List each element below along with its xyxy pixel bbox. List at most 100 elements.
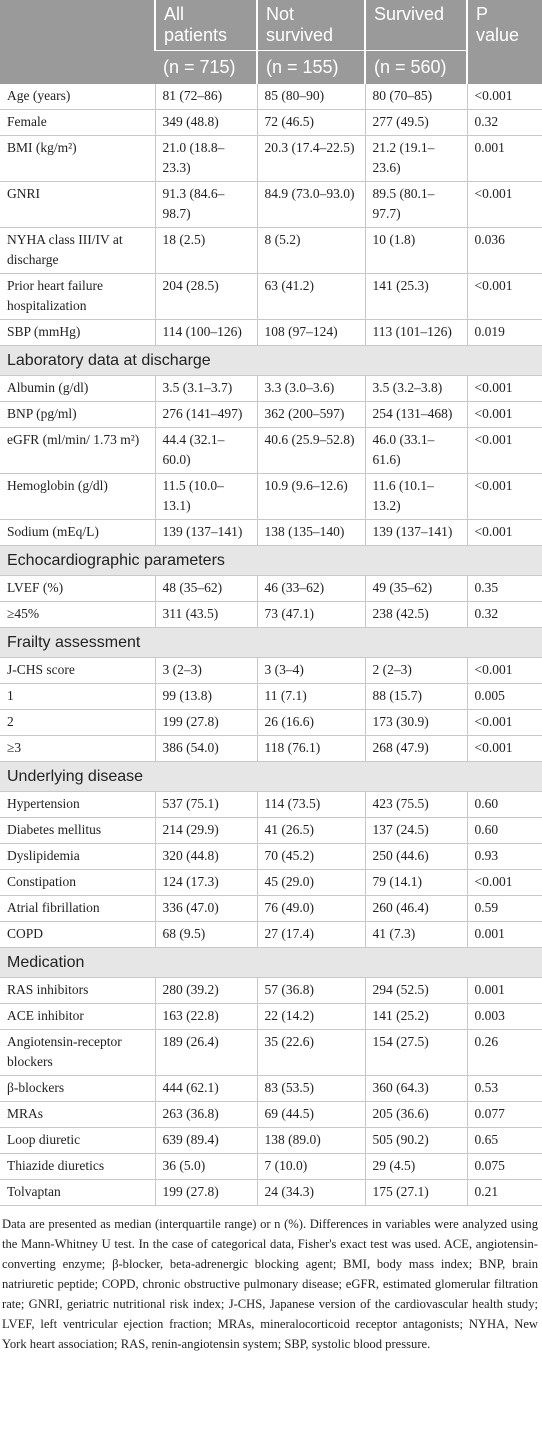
row-label: eGFR (ml/min/ 1.73 m²) <box>0 427 155 474</box>
cell: 83 (53.5) <box>256 1075 365 1102</box>
cell: 0.077 <box>466 1101 542 1128</box>
row-label: BMI (kg/m²) <box>0 135 155 182</box>
section-title: Underlying disease <box>0 761 542 792</box>
cell: 250 (44.6) <box>364 843 467 870</box>
cell: 141 (25.2) <box>364 1003 467 1030</box>
cell: 137 (24.5) <box>364 817 467 844</box>
row-label: Sodium (mEq/L) <box>0 519 155 546</box>
cell: <0.001 <box>466 735 542 762</box>
header-cell: Not survived <box>256 0 365 51</box>
section-row: Medication <box>0 947 542 978</box>
cell: 0.53 <box>466 1075 542 1102</box>
row-label: Diabetes mellitus <box>0 817 155 844</box>
cell: 21.0 (18.8–23.3) <box>154 135 257 182</box>
cell: 260 (46.4) <box>364 895 467 922</box>
cell: 35 (22.6) <box>256 1029 365 1076</box>
data-row: Thiazide diuretics 36 (5.0) 7 (10.0) 29 (4.… <box>0 1153 542 1180</box>
cell: 68 (9.5) <box>154 921 257 948</box>
cell: 0.019 <box>466 319 542 346</box>
row-label: NYHA class III/IV at discharge <box>0 227 155 274</box>
row-label: ≥3 <box>0 735 155 762</box>
data-row: Dyslipidemia 320 (44.8) 70 (45.2) 250 (44.6… <box>0 843 542 870</box>
cell: 277 (49.5) <box>364 109 467 136</box>
cell: 10 (1.8) <box>364 227 467 274</box>
data-row: Albumin (g/dl) 3.5 (3.1–3.7) 3.3 (3.0–3.6)… <box>0 375 542 402</box>
cell: <0.001 <box>466 519 542 546</box>
cell: 199 (27.8) <box>154 1179 257 1206</box>
row-label: J-CHS score <box>0 657 155 684</box>
row-label: Female <box>0 109 155 136</box>
section-title: Medication <box>0 947 542 978</box>
cell: 214 (29.9) <box>154 817 257 844</box>
data-row: J-CHS score 3 (2–3) 3 (3–4) 2 (2–3) <0.001 <box>0 657 542 684</box>
cell: 0.001 <box>466 977 542 1004</box>
cell: 254 (131–468) <box>364 401 467 428</box>
cell: 639 (89.4) <box>154 1127 257 1154</box>
data-row: 2 199 (27.8) 26 (16.6) 173 (30.9) <0.001 <box>0 709 542 736</box>
data-row: β-blockers 444 (62.1) 83 (53.5) 360 (64.3) 0… <box>0 1075 542 1102</box>
cell: <0.001 <box>466 869 542 896</box>
cell: 537 (75.1) <box>154 791 257 818</box>
cell: 0.003 <box>466 1003 542 1030</box>
cell: 113 (101–126) <box>364 319 467 346</box>
cell: 0.60 <box>466 817 542 844</box>
cell: 26 (16.6) <box>256 709 365 736</box>
cell: 199 (27.8) <box>154 709 257 736</box>
cell: 0.26 <box>466 1029 542 1076</box>
cell: 7 (10.0) <box>256 1153 365 1180</box>
cell: 141 (25.3) <box>364 273 467 320</box>
data-row: NYHA class III/IV at discharge 18 (2.5) 8 … <box>0 227 542 274</box>
cell: 3 (2–3) <box>154 657 257 684</box>
cell: 46 (33–62) <box>256 575 365 602</box>
row-label: Angiotensin-receptor blockers <box>0 1029 155 1076</box>
data-row: Tolvaptan 199 (27.8) 24 (34.3) 175 (27.1) 0.… <box>0 1179 542 1206</box>
row-label: Thiazide diuretics <box>0 1153 155 1180</box>
section-row: Underlying disease <box>0 761 542 792</box>
cell: 11.5 (10.0–13.1) <box>154 473 257 520</box>
cell: 108 (97–124) <box>256 319 365 346</box>
cell: 386 (54.0) <box>154 735 257 762</box>
section-row: Laboratory data at discharge <box>0 345 542 376</box>
data-row: 1 99 (13.8) 11 (7.1) 88 (15.7) 0.005 <box>0 683 542 710</box>
row-label: Loop diuretic <box>0 1127 155 1154</box>
cell: 46.0 (33.1–61.6) <box>364 427 467 474</box>
row-label: COPD <box>0 921 155 948</box>
data-row: Sodium (mEq/L) 139 (137–141) 138 (135–140)… <box>0 519 542 546</box>
cell: 99 (13.8) <box>154 683 257 710</box>
row-label: MRAs <box>0 1101 155 1128</box>
cell: 189 (26.4) <box>154 1029 257 1076</box>
header-cell <box>0 0 155 83</box>
cell: 0.036 <box>466 227 542 274</box>
table-header: All patients Not survived Survived P val… <box>0 0 542 83</box>
cell: 205 (36.6) <box>364 1101 467 1128</box>
row-label: 2 <box>0 709 155 736</box>
cell: 76 (49.0) <box>256 895 365 922</box>
data-row: GNRI 91.3 (84.6–98.7) 84.9 (73.0–93.0) 89.5… <box>0 181 542 228</box>
data-row: COPD 68 (9.5) 27 (17.4) 41 (7.3) 0.001 <box>0 921 542 948</box>
header-cell: Survived <box>364 0 467 51</box>
cell: 0.21 <box>466 1179 542 1206</box>
cell: 36 (5.0) <box>154 1153 257 1180</box>
cell: 18 (2.5) <box>154 227 257 274</box>
data-row: BMI (kg/m²) 21.0 (18.8–23.3) 20.3 (17.4–22… <box>0 135 542 182</box>
cell: 311 (43.5) <box>154 601 257 628</box>
header-cell: P value <box>466 0 542 83</box>
section-row: Echocardiographic parameters <box>0 545 542 576</box>
cell: 263 (36.8) <box>154 1101 257 1128</box>
row-label: Prior heart failure hospitalization <box>0 273 155 320</box>
cell: 69 (44.5) <box>256 1101 365 1128</box>
row-label: Tolvaptan <box>0 1179 155 1206</box>
section-row: Frailty assessment <box>0 627 542 658</box>
cell: 139 (137–141) <box>364 519 467 546</box>
row-label: Atrial fibrillation <box>0 895 155 922</box>
data-row: Prior heart failure hospitalization 204 (… <box>0 273 542 320</box>
cell: <0.001 <box>466 657 542 684</box>
data-row: BNP (pg/ml) 276 (141–497) 362 (200–597) 254… <box>0 401 542 428</box>
row-label: Hypertension <box>0 791 155 818</box>
cell: 45 (29.0) <box>256 869 365 896</box>
cell: 294 (52.5) <box>364 977 467 1004</box>
header-n: (n = 155) <box>256 50 365 83</box>
cell: <0.001 <box>466 181 542 228</box>
row-label: Constipation <box>0 869 155 896</box>
cell: 40.6 (25.9–52.8) <box>256 427 365 474</box>
